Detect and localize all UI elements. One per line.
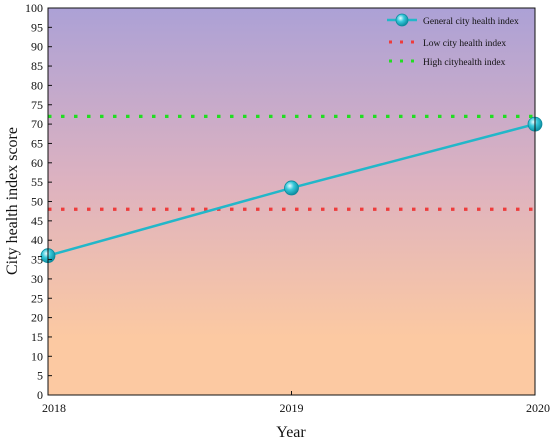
y-tick-label: 30 (31, 272, 43, 286)
y-tick-label: 50 (31, 195, 43, 209)
series-layer (40, 114, 543, 264)
y-tick-label: 55 (31, 175, 43, 189)
y-axis-title: City health index score (4, 127, 21, 275)
y-tick-label: 100 (25, 1, 43, 15)
y-tick-label: 95 (31, 20, 43, 34)
y-tick-label: 90 (31, 40, 43, 54)
y-tick-label: 5 (37, 369, 43, 383)
y-tick-label: 75 (31, 98, 43, 112)
y-tick-label: 60 (31, 156, 43, 170)
y-tick-label: 10 (31, 349, 43, 363)
y-tick-label: 45 (31, 214, 43, 228)
legend: General city health index Low city healt… (387, 13, 519, 68)
y-tick-label: 35 (31, 253, 43, 267)
y-tick-label: 20 (31, 311, 43, 325)
y-tick-label: 70 (31, 117, 43, 131)
legend-label-low: Low city health index (423, 39, 506, 49)
y-tick-label: 0 (37, 388, 43, 402)
x-axis-title: Year (276, 424, 306, 441)
x-tick-label: 2018 (42, 401, 66, 415)
y-tick-label: 80 (31, 78, 43, 92)
legend-label-general: General city health index (423, 17, 519, 27)
y-tick-label: 65 (31, 136, 43, 150)
legend-marker-general (395, 13, 409, 27)
x-tick-label: 2020 (526, 401, 550, 415)
y-tick-label: 15 (31, 330, 43, 344)
y-tick-label: 40 (31, 233, 43, 247)
axes: 0 5 10 15 20 25 30 35 40 45 50 55 60 65 70 75 80 85 90 95 10… (25, 1, 550, 415)
x-tick-label: 2019 (280, 401, 304, 415)
legend-label-high: High cityhealth index (423, 58, 506, 68)
data-point (284, 180, 299, 196)
y-tick-label: 25 (31, 291, 43, 305)
plot-background (48, 8, 535, 395)
y-tick-label: 85 (31, 59, 43, 73)
